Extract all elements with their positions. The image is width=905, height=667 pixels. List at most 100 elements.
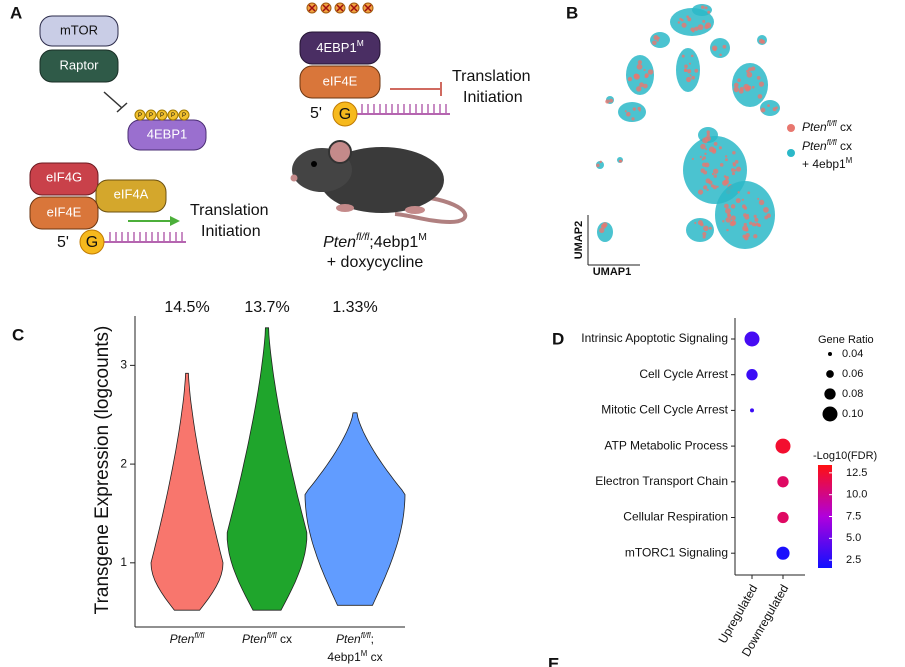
umap-cells [722, 220, 725, 223]
umap-cells [718, 146, 722, 150]
umap-cells [656, 39, 659, 42]
umap-cells [724, 155, 728, 158]
umap-cells [686, 76, 692, 83]
umap-y-label: UMAP2 [573, 221, 585, 260]
umap-cells [724, 158, 728, 162]
umap-cells [596, 163, 600, 168]
umap-cells [626, 111, 631, 117]
phosphate [178, 109, 190, 121]
umap-cells [627, 76, 633, 82]
five-prime: 5' [310, 105, 322, 122]
legend-label: Ptenfl/fl cx [802, 138, 852, 154]
umap-cells [733, 82, 739, 88]
umap-cells [756, 76, 761, 80]
umap-cells [730, 215, 736, 221]
color-tick-label: 5.0 [846, 532, 861, 544]
umap-cells [652, 40, 657, 46]
umap-cells [684, 64, 688, 69]
umap-cells [763, 206, 769, 213]
umap-cells [751, 66, 756, 71]
y-tick-label: 2 [120, 456, 127, 470]
mouse-foot [405, 206, 425, 214]
text-part: Pten [170, 632, 195, 646]
umap-cells [767, 104, 770, 108]
umap-cells [702, 137, 709, 144]
mouse-foot [336, 204, 354, 212]
size-legend-title: Gene Ratio [818, 334, 874, 346]
phosphate-label: P [138, 113, 142, 119]
cross [336, 4, 344, 12]
term-label: Intrinsic Apoptotic Signaling [581, 331, 728, 345]
superscript: fl/fl [827, 119, 837, 128]
mouse-ear [328, 140, 352, 164]
umap-cells [747, 191, 751, 195]
umap-cells [697, 189, 704, 195]
legend-label: Ptenfl/fl cx [802, 119, 852, 135]
umap-cluster [686, 218, 714, 242]
umap-cells [737, 78, 741, 82]
umap-cluster [710, 38, 730, 58]
eif4g-box [29, 162, 99, 196]
umap-cells [741, 198, 744, 201]
color-bar [818, 465, 832, 568]
cross [322, 4, 330, 12]
color-tick-label: 7.5 [846, 510, 861, 522]
eif4a-box [95, 179, 167, 213]
4ebp1-box [127, 119, 207, 151]
umap-cells [656, 36, 660, 40]
cap-label: G [86, 234, 98, 251]
dot [776, 546, 790, 560]
umap-cells [599, 160, 602, 164]
violin [226, 327, 308, 611]
dot [777, 476, 789, 488]
x-tick-label: 4ebp1M cx [327, 649, 382, 665]
umap-cells [757, 94, 763, 99]
eif4e-label: eIF4E [47, 204, 82, 219]
umap-cells [605, 99, 610, 104]
umap-cells [745, 233, 750, 238]
cross [308, 4, 316, 12]
superscript: M [418, 232, 427, 243]
umap-cells [757, 197, 760, 200]
eif4g-label: eIF4G [46, 169, 82, 184]
umap-cells [637, 106, 642, 111]
umap-cells [737, 191, 740, 194]
umap-cells [647, 69, 654, 75]
eif4a-label: eIF4A [114, 186, 149, 201]
umap-cells [758, 81, 765, 87]
umap-cells [624, 110, 627, 113]
umap-cells [708, 226, 712, 230]
umap-cells [719, 163, 724, 167]
color-tick-label: 12.5 [846, 467, 867, 479]
umap-cells [716, 185, 719, 188]
umap-cells [703, 170, 708, 175]
umap-cells [746, 213, 749, 217]
size-key-label: 0.06 [842, 368, 863, 380]
eif4e-box [299, 65, 381, 99]
umap-cells [749, 221, 753, 225]
phosphate-label: P [171, 113, 175, 119]
umap-cells [694, 26, 699, 31]
umap-cells [681, 22, 687, 28]
umap-cells [734, 160, 739, 164]
size-key [828, 352, 832, 356]
arrow-head [170, 216, 180, 226]
dot [750, 408, 754, 413]
superscript: fl/fl [194, 631, 204, 640]
violin [150, 372, 224, 611]
umap-cells [732, 150, 736, 155]
umap-cells [637, 60, 642, 65]
umap-cells [722, 44, 727, 49]
x-tick-label: Ptenfl/fl cx [242, 631, 292, 647]
umap-cells [704, 6, 708, 10]
legend-swatch [787, 124, 795, 132]
umap-cells [726, 213, 732, 218]
umap-cells [733, 86, 740, 93]
umap-x-label: UMAP1 [593, 266, 632, 278]
umap-cells [700, 143, 706, 150]
umap-cells [686, 15, 689, 19]
y-tick-label: 3 [120, 358, 127, 372]
phosphate-label: P [149, 113, 153, 119]
